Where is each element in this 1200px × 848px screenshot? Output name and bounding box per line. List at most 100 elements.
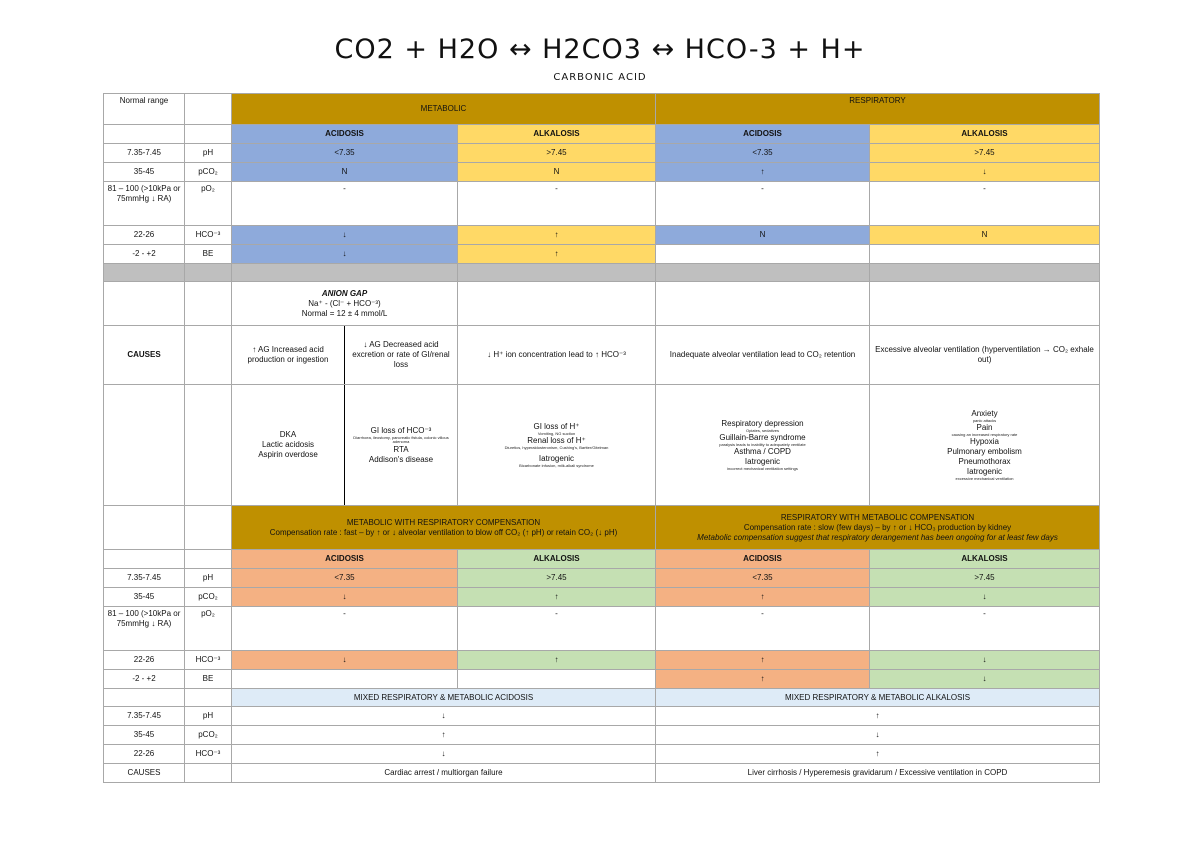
ph-met-acid: <7.35: [231, 143, 458, 164]
separator-cell: [184, 262, 232, 283]
pco2-range: 35-45: [103, 725, 185, 746]
blank-cell: [869, 281, 1100, 327]
po2-range: 81 – 100 (>10kPa or 75mmHg ↓ RA): [103, 605, 185, 651]
anion-gap-title: ANION GAP: [321, 288, 368, 298]
blank-cell: [103, 687, 185, 708]
hco3-range: 22-26: [103, 649, 185, 670]
blank-cell: [184, 92, 232, 126]
example-hypoxia: Hypoxia: [970, 437, 999, 447]
ph-range: 7.35-7.45: [103, 706, 185, 727]
resp-alkalosis-header: ALKALOSIS: [869, 124, 1100, 145]
pco2-resp-alk: ↓: [869, 162, 1100, 182]
resp-comp-header: RESPIRATORY WITH METABOLIC COMPENSATION …: [655, 505, 1100, 551]
hco3-range: 22-26: [103, 744, 185, 765]
example-anxiety-sub: panic attacks: [972, 417, 997, 423]
anion-gap-formula: Na⁺ - (Cl⁻ + HCO⁻³): [308, 298, 381, 308]
met-alkalosis-header: ALKALOSIS: [457, 124, 656, 145]
normal-range-header: Normal range: [103, 92, 185, 126]
met-comp-title: METABOLIC WITH RESPIRATORY COMPENSATION: [346, 517, 541, 527]
comp-po2-resp-alk: -: [869, 605, 1100, 651]
hco3-resp-alk: N: [869, 224, 1100, 245]
comp-met-acidosis-header: ACIDOSIS: [231, 549, 458, 570]
example-resp-depression-sub: Opiates, sedatives: [746, 427, 779, 433]
be-resp-alk: [869, 243, 1100, 264]
anion-gap-normal: Normal = 12 ± 4 mmol/L: [301, 308, 388, 318]
hco3-met-alk: ↑: [457, 224, 656, 245]
pco2-label: pCO₂: [184, 587, 232, 607]
comp-hco3-met-alk: ↑: [457, 649, 656, 670]
ph-resp-acid: <7.35: [655, 143, 870, 164]
example-pneumothorax: Pneumothorax: [958, 457, 1011, 467]
po2-label: pO₂: [184, 180, 232, 226]
be-label: BE: [184, 668, 232, 689]
hco3-range: 22-26: [103, 224, 185, 245]
ph-range: 7.35-7.45: [103, 568, 185, 589]
pco2-label: pCO₂: [184, 725, 232, 746]
examples-resp-acid: Respiratory depression Opiates, sedative…: [655, 384, 870, 507]
mixed-causes-label: CAUSES: [103, 763, 185, 783]
hco3-label: HCO⁻³: [184, 224, 232, 245]
blank-cell: [103, 384, 185, 507]
cause-met-alk: ↓ H⁺ ion concentration lead to ↑ HCO⁻³: [457, 325, 656, 386]
mixed-hco3-acid: ↓: [231, 744, 656, 765]
examples-high-ag: DKA Lactic acidosis Aspirin overdose: [231, 384, 345, 507]
po2-met-acid: -: [231, 180, 458, 226]
anion-gap-cell: ANION GAP Na⁺ - (Cl⁻ + HCO⁻³) Normal = 1…: [231, 281, 458, 327]
blank-cell: [103, 549, 185, 570]
ph-resp-alk: >7.45: [869, 143, 1100, 164]
equation-title: CO2 + H2O ↔ H2CO3 ↔ HCO-3 + H+: [334, 34, 866, 65]
resp-comp-title: RESPIRATORY WITH METABOLIC COMPENSATION: [780, 512, 975, 522]
comp-be-resp-acid: ↑: [655, 668, 870, 689]
pco2-resp-acid: ↑: [655, 162, 870, 182]
example-gbs: Guillain-Barre syndrome: [719, 433, 806, 443]
comp-pco2-resp-acid: ↑: [655, 587, 870, 607]
example-dka: DKA: [279, 430, 297, 440]
be-label: BE: [184, 243, 232, 264]
be-range: -2 - +2: [103, 668, 185, 689]
resp-comp-note: Metabolic compensation suggest that resp…: [697, 532, 1058, 542]
blank-cell: [184, 124, 232, 145]
example-gi-h-sub: Vomiting, NG suction: [537, 430, 576, 436]
po2-met-alk: -: [457, 180, 656, 226]
blank-cell: [184, 687, 232, 708]
causes-label: CAUSES: [103, 325, 185, 386]
blank-cell: [184, 505, 232, 551]
example-gi-hco3-sub: Diarrhoea, ileostomy, pancreatic fistula…: [353, 434, 449, 445]
mixed-pco2-alk: ↓: [655, 725, 1100, 746]
met-acidosis-header: ACIDOSIS: [231, 124, 458, 145]
be-resp-acid: [655, 243, 870, 264]
hco3-label: HCO⁻³: [184, 649, 232, 670]
example-iatrogenic-sub: incorrect mechanical ventilation setting…: [727, 466, 798, 472]
example-gbs-sub: paralysis leads to inability to adequate…: [719, 442, 806, 448]
resp-comp-rate: Compensation rate : slow (few days) – by…: [743, 522, 1012, 532]
example-rta: RTA: [393, 444, 409, 454]
comp-met-alkalosis-header: ALKALOSIS: [457, 549, 656, 570]
ph-label: pH: [184, 143, 232, 164]
comp-ph-resp-acid: <7.35: [655, 568, 870, 589]
example-renal-h-sub: Diuretics, hyperaldosteronism, Cushing's…: [504, 445, 609, 451]
pco2-range: 35-45: [103, 587, 185, 607]
ph-label: pH: [184, 568, 232, 589]
pco2-met-acid: N: [231, 162, 458, 182]
blank-cell: [655, 281, 870, 327]
blank-cell: [184, 549, 232, 570]
example-addison: Addison's disease: [368, 454, 434, 464]
be-met-acid: ↓: [231, 243, 458, 264]
mixed-acidosis-header: MIXED RESPIRATORY & METABOLIC ACIDOSIS: [231, 687, 656, 708]
blank-cell: [103, 505, 185, 551]
comp-pco2-met-acid: ↓: [231, 587, 458, 607]
blank-cell: [184, 281, 232, 327]
separator-cell: [869, 262, 1100, 283]
example-anxiety: Anxiety: [971, 408, 998, 418]
comp-hco3-met-acid: ↓: [231, 649, 458, 670]
example-iatrogenic: Iatrogenic: [538, 454, 575, 464]
po2-range: 81 – 100 (>10kPa or 75mmHg ↓ RA): [103, 180, 185, 226]
blank-cell: [184, 325, 232, 386]
example-iatrogenic-sub: excessive mechanical ventilation: [955, 476, 1014, 482]
comp-be-met-acid: [231, 668, 458, 689]
cause-high-ag: ↑ AG Increased acid production or ingest…: [231, 325, 345, 386]
separator-cell: [457, 262, 656, 283]
cause-normal-ag: ↓ AG Decreased acid excretion or rate of…: [344, 325, 458, 386]
example-gi-h: GI loss of H⁺: [533, 421, 580, 431]
comp-ph-met-alk: >7.45: [457, 568, 656, 589]
